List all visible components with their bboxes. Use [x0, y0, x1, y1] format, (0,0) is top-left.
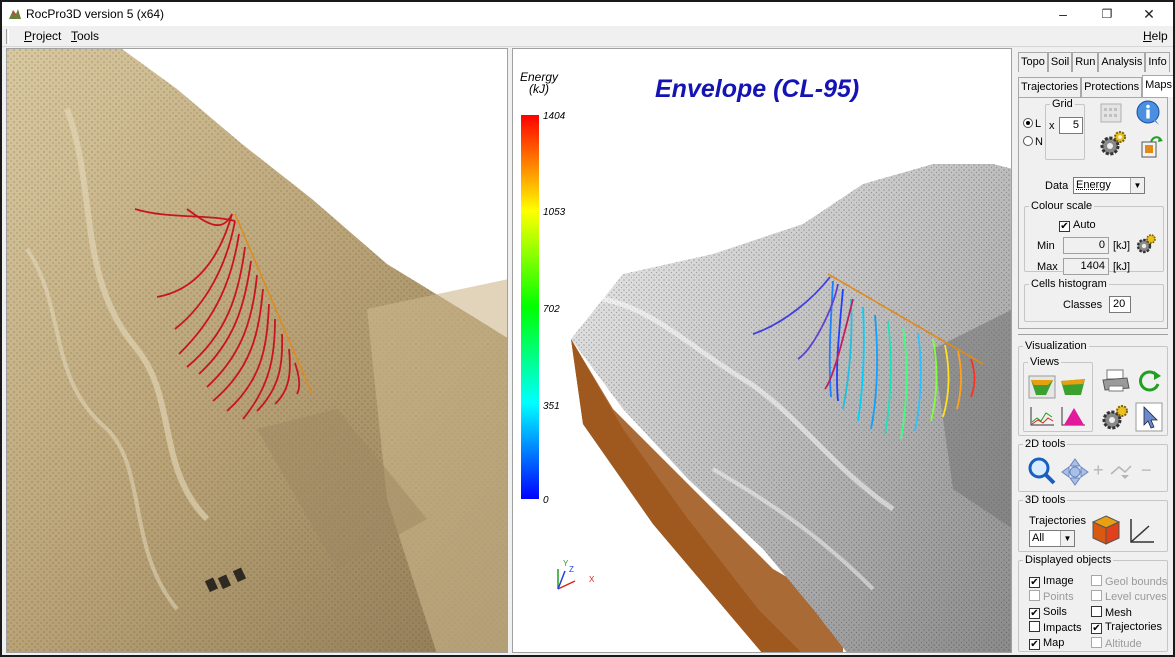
- legend-tick-702: 702: [543, 304, 560, 315]
- view-settings-icon[interactable]: [1101, 404, 1129, 432]
- view-side-icon[interactable]: [1059, 375, 1087, 399]
- histogram-icon[interactable]: [1059, 404, 1087, 428]
- left-terrain-render[interactable]: [7, 49, 508, 653]
- tab-soil[interactable]: Soil: [1047, 52, 1073, 72]
- trajectories-filter-select[interactable]: All ▼: [1029, 530, 1075, 547]
- grid-x-label: x: [1049, 120, 1055, 132]
- menu-bar: Project Tools Help: [2, 26, 1173, 47]
- print-icon[interactable]: [1101, 368, 1131, 394]
- gears-settings-icon[interactable]: [1099, 130, 1127, 158]
- window-title: RocPro3D version 5 (x64): [26, 7, 165, 21]
- axis-y-label: Y: [563, 559, 569, 568]
- visualization-group: Visualization: [1018, 340, 1168, 436]
- data-select[interactable]: Energy ▼: [1073, 177, 1145, 194]
- minimize-button[interactable]: –: [1059, 6, 1067, 22]
- axis-z-label: Z: [569, 565, 574, 574]
- grid-size-input[interactable]: 5: [1059, 117, 1083, 134]
- tab-info[interactable]: Info: [1145, 52, 1170, 72]
- cells-histogram-group: Cells histogram: [1024, 278, 1164, 322]
- views-group: Views: [1023, 356, 1093, 432]
- menu-tools[interactable]: Tools: [71, 29, 100, 43]
- 3d-axes-icon[interactable]: [1127, 516, 1157, 546]
- display-points-checkbox: Points: [1029, 590, 1074, 603]
- pointer-select-icon[interactable]: [1135, 402, 1163, 432]
- legend-tick-1404: 1404: [543, 111, 566, 122]
- auto-checkbox[interactable]: ✔ Auto: [1059, 219, 1096, 232]
- calculator-icon[interactable]: [1099, 102, 1123, 124]
- 3d-tools-group: 3D tools: [1018, 494, 1168, 552]
- zoom-icon[interactable]: [1027, 456, 1057, 486]
- colour-scale-bar: [521, 115, 539, 499]
- close-button[interactable]: ✕: [1143, 5, 1155, 22]
- colour-scale-settings-icon[interactable]: [1135, 233, 1157, 255]
- maps-tab-body: Grid L N x 5: [1018, 97, 1168, 329]
- remove-point-icon: −: [1141, 460, 1152, 480]
- display-soils-checkbox[interactable]: ✔ Soils: [1029, 606, 1067, 619]
- display-map-checkbox[interactable]: ✔ Map: [1029, 637, 1065, 650]
- tab-trajectories[interactable]: Trajectories: [1018, 77, 1082, 97]
- app-icon: [9, 9, 21, 19]
- panel-separator: [1018, 334, 1168, 335]
- control-panel: Topo Soil Run Analysis Info Trajectories…: [1015, 48, 1173, 653]
- trajectories-filter-label: Trajectories: [1029, 515, 1087, 527]
- grid-group: Grid: [1045, 98, 1085, 160]
- right-3d-viewport[interactable]: Energy (kJ) 1404 1053 702 351 0 Envelope…: [512, 48, 1012, 653]
- axis-triad: [557, 569, 576, 590]
- max-label: Max: [1037, 261, 1058, 273]
- add-point-icon: +: [1093, 460, 1104, 480]
- profile-chart-icon[interactable]: [1028, 404, 1056, 428]
- trajectories-group-left: [134, 208, 301, 420]
- view-perspective-icon[interactable]: [1028, 375, 1056, 399]
- display-image-checkbox[interactable]: ✔ Image: [1029, 575, 1074, 588]
- axis-x-label: X: [589, 575, 595, 584]
- 2d-tools-group: 2D tools: [1018, 438, 1168, 492]
- trajectories-group-right: [752, 276, 976, 440]
- min-value-field[interactable]: 0: [1063, 237, 1109, 254]
- display-mesh-checkbox[interactable]: Mesh: [1091, 606, 1132, 619]
- classes-input[interactable]: 20: [1109, 296, 1131, 313]
- display-altitude-checkbox: Altitude: [1091, 637, 1142, 650]
- display-trajectories-checkbox[interactable]: ✔ Trajectories: [1091, 621, 1163, 634]
- display-geol-bounds-checkbox: Geol bounds: [1091, 575, 1167, 588]
- displayed-objects-group: Displayed objects: [1018, 554, 1168, 652]
- 3d-block-icon[interactable]: [1091, 514, 1121, 546]
- tabs-row-2: Trajectories Protections Maps: [1018, 75, 1173, 97]
- restore-button[interactable]: ❐: [1101, 7, 1113, 21]
- classes-label: Classes: [1063, 299, 1103, 311]
- menu-project[interactable]: Project: [24, 29, 62, 43]
- left-3d-viewport[interactable]: [6, 48, 508, 653]
- grid-option-l[interactable]: L: [1023, 118, 1041, 130]
- max-value-field[interactable]: 1404: [1063, 258, 1109, 275]
- structure-marks: [204, 567, 247, 593]
- info-icon[interactable]: [1135, 100, 1163, 126]
- export-map-icon[interactable]: [1139, 134, 1165, 160]
- menu-help[interactable]: Help: [1143, 29, 1168, 43]
- legend-tick-1053: 1053: [543, 207, 566, 218]
- min-unit: [kJ]: [1113, 240, 1131, 252]
- tab-topo[interactable]: Topo: [1018, 52, 1048, 72]
- grid-option-n[interactable]: N: [1023, 136, 1043, 148]
- menu-grip: [6, 29, 9, 44]
- display-impacts-checkbox[interactable]: Impacts: [1029, 621, 1082, 634]
- refresh-icon[interactable]: [1137, 368, 1163, 394]
- tabs-row-1: Topo Soil Run Analysis Info: [1018, 52, 1170, 72]
- min-label: Min: [1037, 240, 1055, 252]
- legend-tick-0: 0: [543, 495, 549, 506]
- legend-tick-351: 351: [543, 401, 560, 412]
- pan-icon[interactable]: [1061, 458, 1089, 486]
- tab-protections[interactable]: Protections: [1081, 77, 1143, 97]
- tab-analysis[interactable]: Analysis: [1098, 52, 1146, 72]
- tab-maps[interactable]: Maps: [1142, 75, 1173, 97]
- data-label: Data: [1045, 180, 1069, 192]
- title-bar: RocPro3D version 5 (x64) – ❐ ✕: [2, 2, 1173, 26]
- tab-run[interactable]: Run: [1072, 52, 1099, 72]
- draw-line-icon: [1110, 465, 1132, 479]
- max-unit: [kJ]: [1113, 261, 1131, 273]
- legend-title: Energy (kJ): [519, 70, 559, 96]
- right-terrain-render[interactable]: [513, 49, 1012, 653]
- viewer-title: Envelope (CL-95): [655, 75, 860, 103]
- display-level-curves-checkbox: Level curves: [1091, 590, 1167, 603]
